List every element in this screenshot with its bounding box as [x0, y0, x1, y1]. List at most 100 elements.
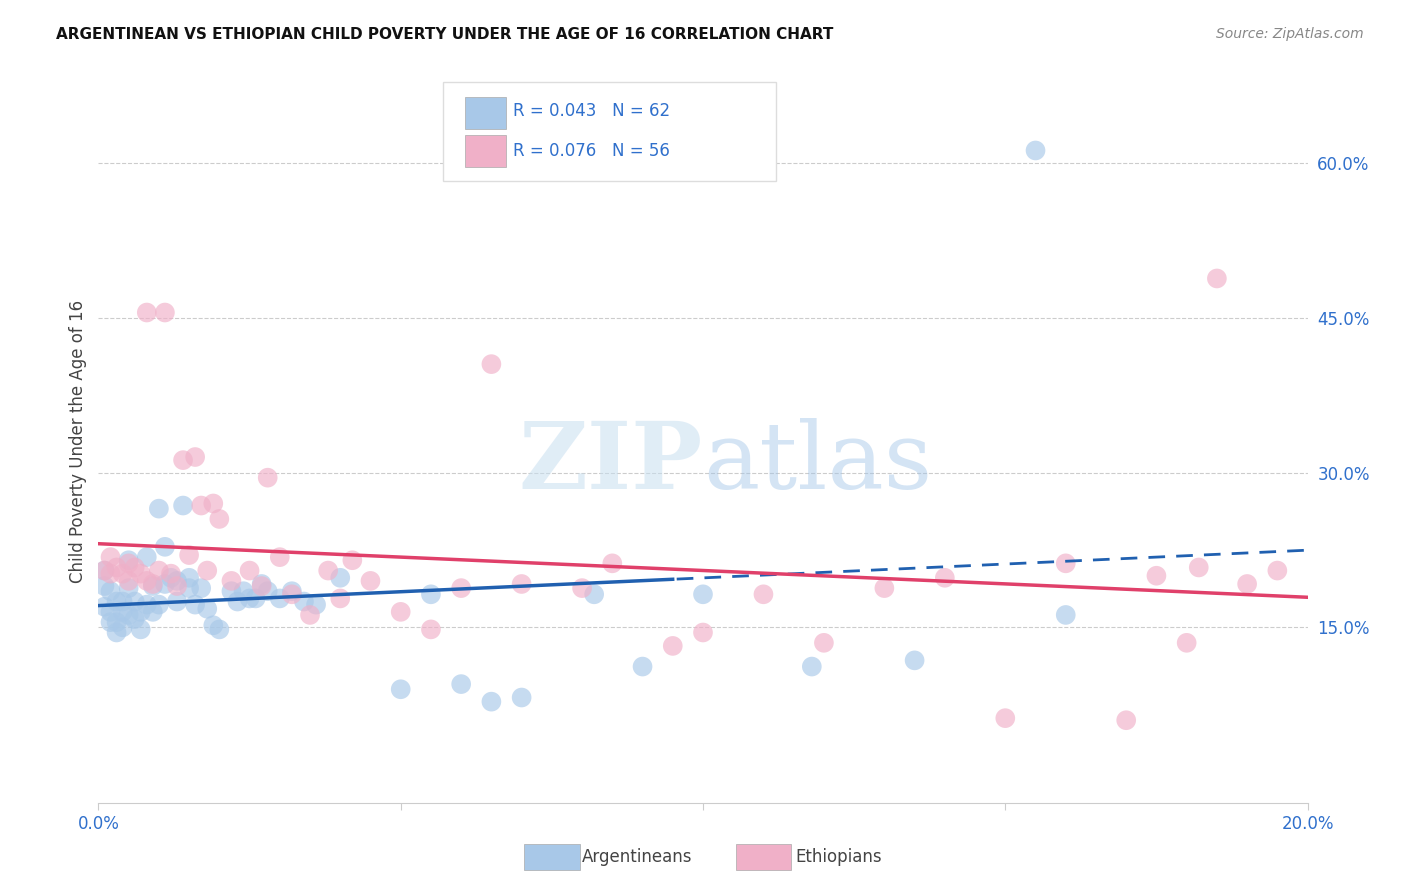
- Point: [281, 584, 304, 599]
- Point: [148, 564, 170, 578]
- Point: [1206, 271, 1229, 285]
- Text: ZIP: ZIP: [519, 418, 703, 508]
- Point: [93, 579, 115, 593]
- Point: [1267, 564, 1289, 578]
- Point: [124, 612, 146, 626]
- Point: [166, 579, 188, 593]
- Point: [510, 690, 533, 705]
- Point: [93, 599, 115, 614]
- Point: [100, 584, 122, 599]
- Point: [202, 496, 225, 510]
- Point: [583, 587, 606, 601]
- Point: [420, 623, 443, 637]
- Point: [118, 557, 141, 571]
- Point: [692, 587, 714, 601]
- Point: [481, 357, 503, 371]
- Text: atlas: atlas: [703, 418, 932, 508]
- Point: [160, 571, 183, 585]
- Point: [692, 625, 714, 640]
- Point: [135, 550, 157, 565]
- Text: Source: ZipAtlas.com: Source: ZipAtlas.com: [1216, 27, 1364, 41]
- Point: [208, 512, 231, 526]
- Point: [179, 548, 201, 562]
- Point: [510, 577, 533, 591]
- Point: [221, 574, 243, 588]
- Point: [172, 453, 194, 467]
- Point: [245, 591, 267, 606]
- Point: [105, 594, 128, 608]
- Point: [752, 587, 775, 601]
- Point: [1054, 557, 1077, 571]
- FancyBboxPatch shape: [443, 82, 776, 181]
- Text: R = 0.043   N = 62: R = 0.043 N = 62: [513, 103, 671, 120]
- Point: [179, 581, 201, 595]
- Point: [250, 577, 273, 591]
- Point: [226, 594, 249, 608]
- Point: [305, 598, 328, 612]
- Point: [1054, 607, 1077, 622]
- Point: [142, 579, 165, 593]
- Point: [299, 607, 322, 622]
- Point: [129, 566, 152, 581]
- Point: [129, 623, 152, 637]
- Point: [360, 574, 382, 588]
- Point: [135, 305, 157, 319]
- FancyBboxPatch shape: [465, 97, 506, 128]
- Text: Ethiopians: Ethiopians: [794, 848, 882, 866]
- Point: [195, 601, 218, 615]
- Point: [450, 677, 472, 691]
- Point: [256, 471, 278, 485]
- Point: [1236, 577, 1258, 591]
- Point: [111, 566, 134, 581]
- Point: [100, 566, 122, 581]
- Point: [813, 636, 835, 650]
- Point: [179, 571, 201, 585]
- Text: Argentineans: Argentineans: [582, 848, 693, 866]
- Point: [1175, 636, 1198, 650]
- Point: [190, 499, 212, 513]
- Point: [100, 615, 122, 630]
- Point: [190, 581, 212, 595]
- Point: [100, 550, 122, 565]
- Point: [148, 598, 170, 612]
- Point: [111, 605, 134, 619]
- Point: [142, 577, 165, 591]
- Text: ARGENTINEAN VS ETHIOPIAN CHILD POVERTY UNDER THE AGE OF 16 CORRELATION CHART: ARGENTINEAN VS ETHIOPIAN CHILD POVERTY U…: [56, 27, 834, 42]
- Point: [256, 584, 278, 599]
- Point: [571, 581, 593, 595]
- Point: [232, 584, 254, 599]
- Y-axis label: Child Poverty Under the Age of 16: Child Poverty Under the Age of 16: [69, 300, 87, 583]
- Point: [1144, 568, 1167, 582]
- Point: [135, 598, 157, 612]
- Point: [160, 566, 183, 581]
- Point: [1188, 560, 1211, 574]
- Text: R = 0.076   N = 56: R = 0.076 N = 56: [513, 142, 671, 160]
- Point: [118, 607, 141, 622]
- Point: [124, 594, 146, 608]
- Point: [153, 577, 176, 591]
- Point: [100, 605, 122, 619]
- Point: [994, 711, 1017, 725]
- Point: [153, 540, 176, 554]
- Point: [93, 564, 115, 578]
- Point: [239, 564, 262, 578]
- Point: [1115, 713, 1137, 727]
- Point: [118, 581, 141, 595]
- Point: [202, 618, 225, 632]
- Point: [166, 594, 188, 608]
- Point: [269, 550, 291, 565]
- Point: [1024, 144, 1046, 158]
- Point: [142, 605, 165, 619]
- FancyBboxPatch shape: [524, 844, 579, 870]
- Point: [111, 620, 134, 634]
- Point: [105, 615, 128, 630]
- Point: [153, 305, 176, 319]
- Point: [389, 682, 412, 697]
- Point: [111, 594, 134, 608]
- Point: [118, 553, 141, 567]
- Point: [269, 591, 291, 606]
- Point: [292, 594, 315, 608]
- Point: [239, 591, 262, 606]
- Point: [118, 574, 141, 588]
- Point: [661, 639, 683, 653]
